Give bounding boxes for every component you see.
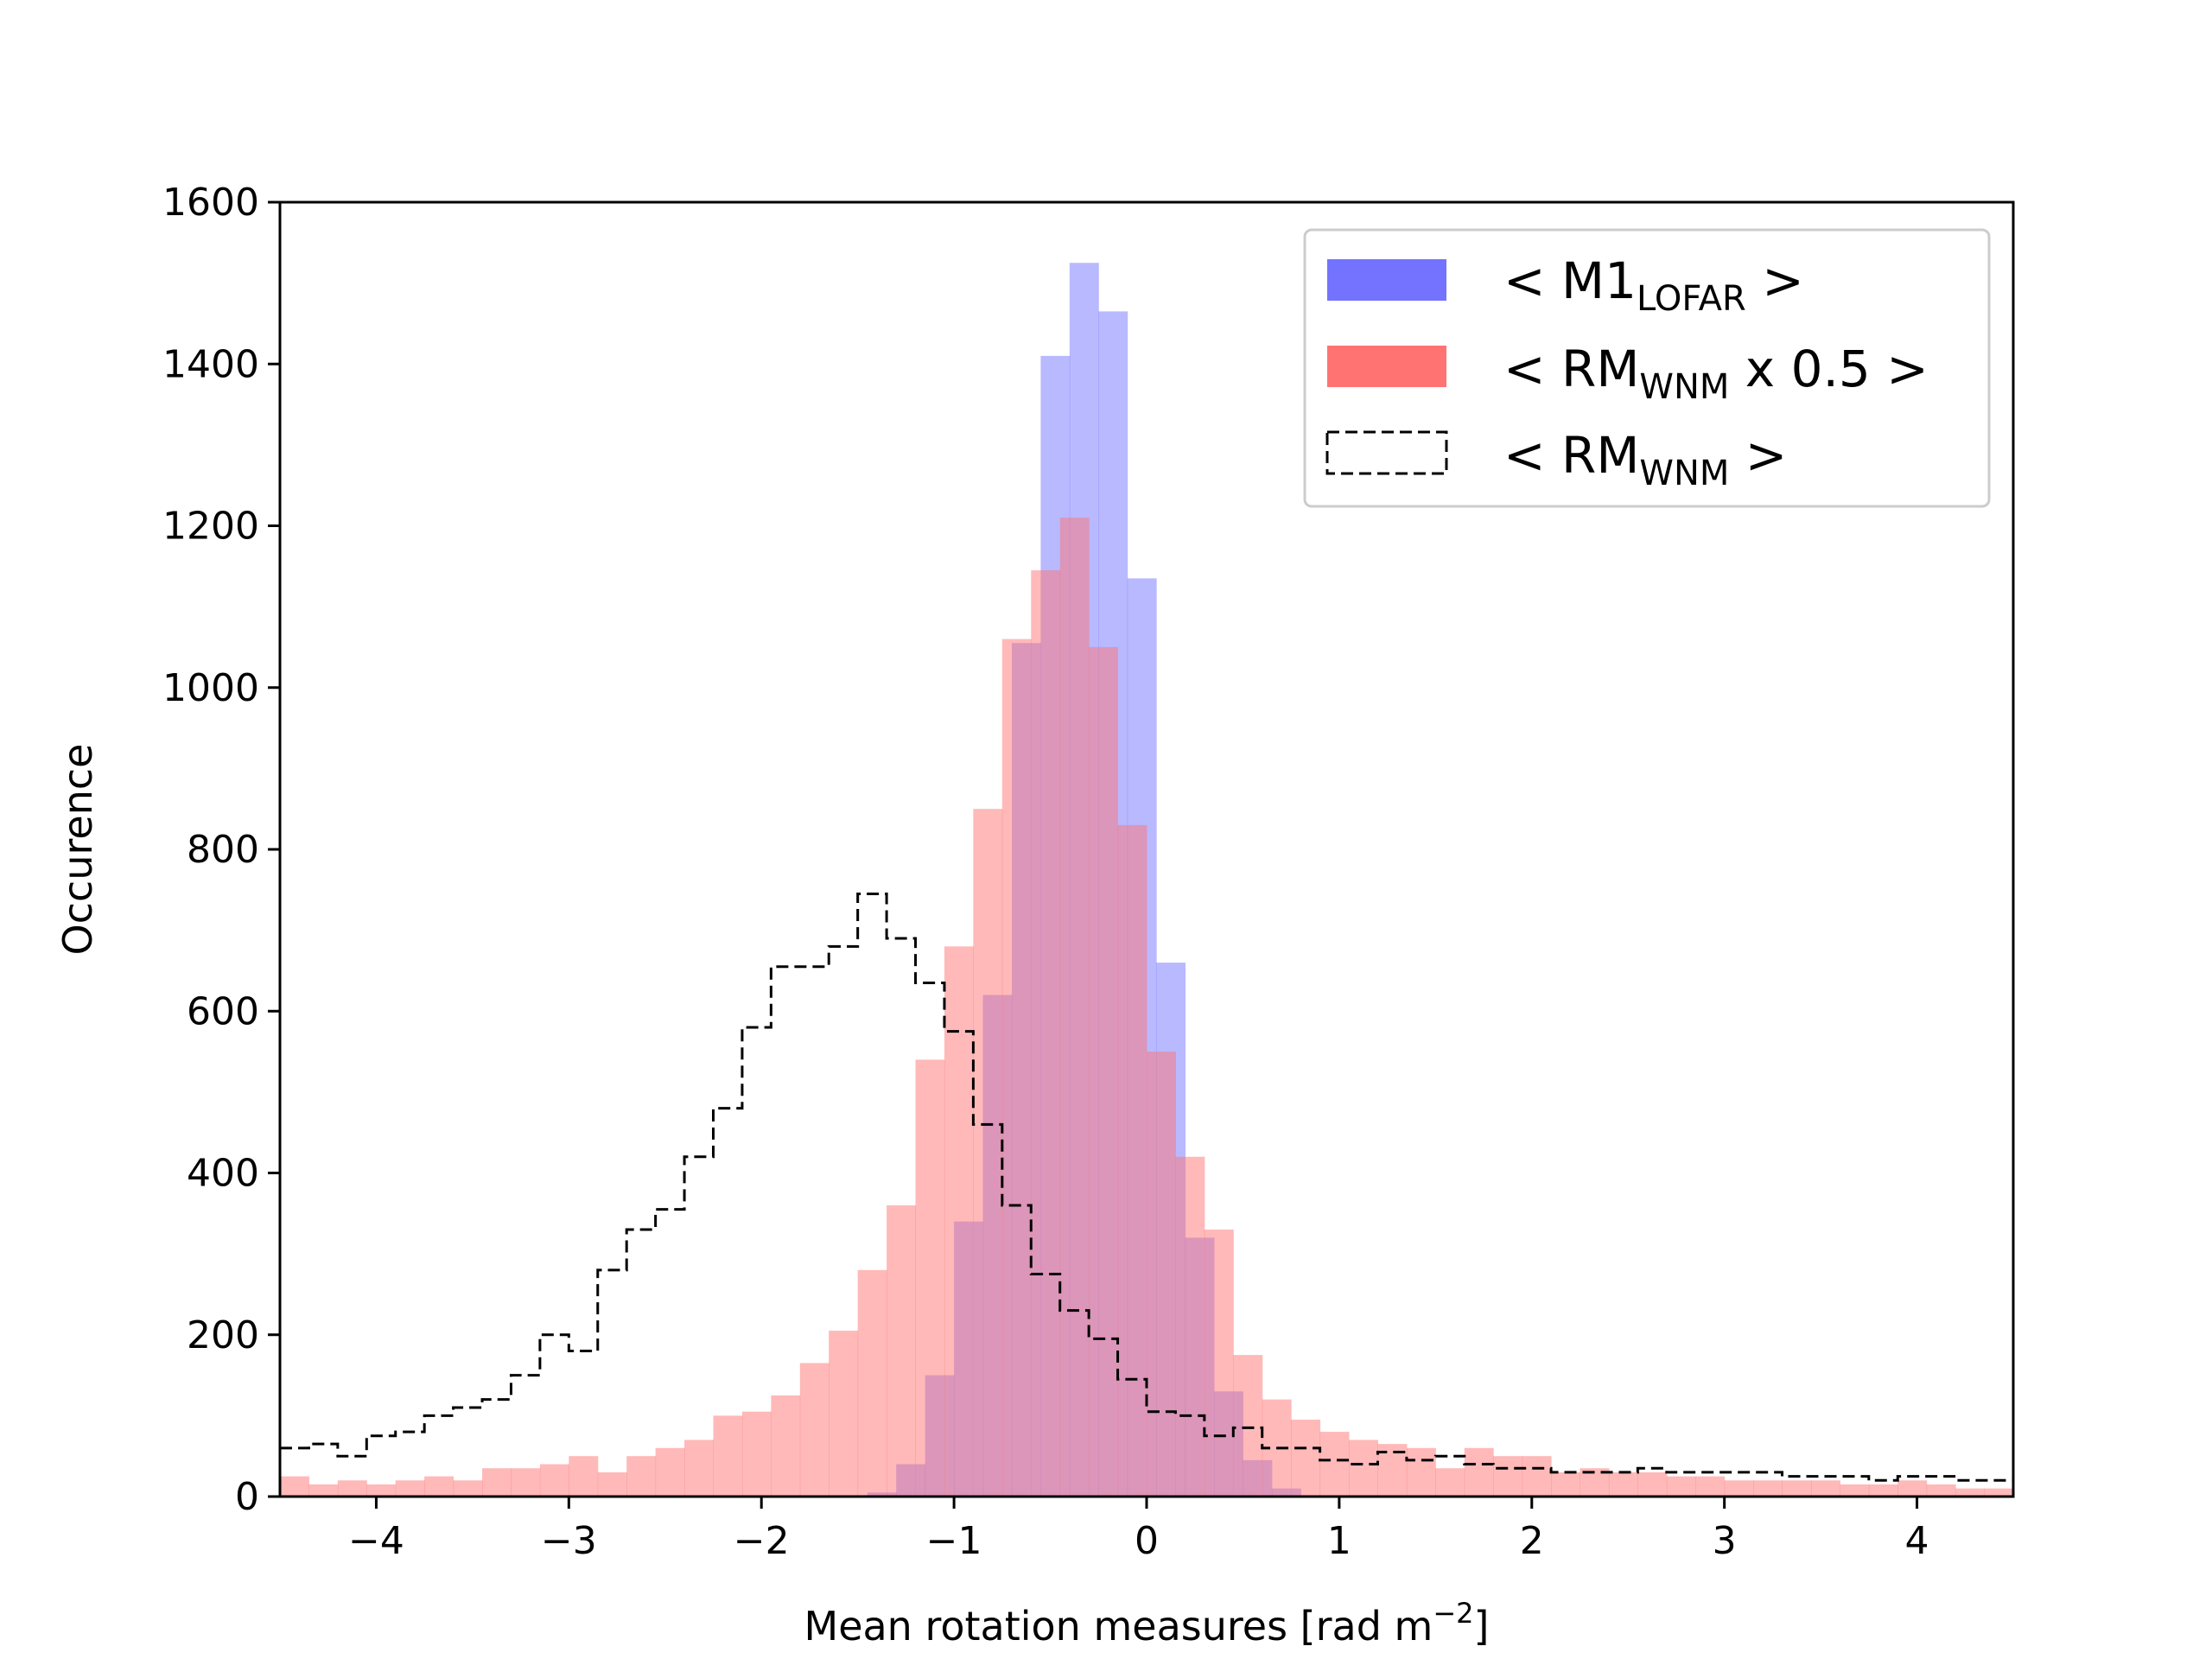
histogram-bar xyxy=(1984,1488,2014,1497)
x-tick-label: −3 xyxy=(541,1519,597,1563)
histogram-bar xyxy=(626,1456,657,1497)
legend-swatch-m1-lofar xyxy=(1327,259,1446,301)
x-tick-label: 3 xyxy=(1713,1519,1737,1563)
y-tick-label: 200 xyxy=(187,1313,259,1357)
x-tick-label: 4 xyxy=(1905,1519,1929,1563)
histogram-bar xyxy=(539,1464,569,1497)
histogram-bar xyxy=(1175,1156,1205,1497)
histogram-bar xyxy=(1233,1355,1263,1497)
histogram-bar xyxy=(1406,1447,1436,1497)
histogram-bar xyxy=(741,1411,772,1497)
histogram-bar xyxy=(1695,1476,1726,1497)
histogram-bar xyxy=(597,1471,627,1497)
y-tick-label: 0 xyxy=(235,1475,259,1519)
y-tick-label: 800 xyxy=(187,828,259,872)
histogram-bar xyxy=(1608,1471,1638,1497)
histogram-bar xyxy=(337,1480,367,1497)
histogram-bar xyxy=(1204,1230,1234,1497)
histogram-bar xyxy=(482,1468,512,1497)
x-tick-label: 0 xyxy=(1135,1519,1159,1563)
histogram-bar xyxy=(424,1476,454,1497)
histogram-bar xyxy=(1031,569,1061,1497)
plot-area xyxy=(280,263,2014,1497)
x-tick-label: 1 xyxy=(1327,1519,1351,1563)
legend-swatch-rm-wnm xyxy=(1325,430,1448,475)
legend-label-m1-lofar-subscript: LOFAR xyxy=(1637,279,1746,319)
histogram-bar xyxy=(1551,1471,1580,1497)
histogram-bar xyxy=(280,1476,309,1497)
y-tick-label: 600 xyxy=(187,989,259,1033)
legend: < M1LOFAR > < RMWNM x 0.5 > < RMWNM > xyxy=(1303,228,1991,508)
y-axis: 0 200 400 600 800 1000 1200 1400 1600 xyxy=(162,181,280,1519)
histogram-bar xyxy=(684,1440,714,1497)
histogram-bar xyxy=(1001,639,1032,1497)
histogram-bar xyxy=(569,1456,599,1497)
histogram-bar xyxy=(366,1484,397,1497)
legend-label-m1-lofar: < M1LOFAR > xyxy=(1503,251,1804,319)
y-tick-label: 1600 xyxy=(162,181,259,225)
legend-label-rm-wnm-subscript: WNM xyxy=(1639,454,1729,493)
y-tick-label: 1400 xyxy=(162,342,259,386)
legend-label-rm-wnm: < RMWNM > xyxy=(1503,426,1787,493)
histogram-bar xyxy=(1147,1052,1176,1497)
histogram-bar xyxy=(395,1480,425,1497)
histogram-bar xyxy=(1840,1484,1870,1497)
x-tick-label: −4 xyxy=(348,1519,404,1563)
histogram-bar xyxy=(308,1484,339,1497)
x-tick-label: 2 xyxy=(1520,1519,1544,1563)
histogram-bar xyxy=(1059,518,1090,1497)
x-axis-title: Mean rotation measures [rad m−2] xyxy=(804,1597,1490,1649)
series-2-step-line xyxy=(280,892,2013,1482)
histogram-bar xyxy=(511,1468,541,1497)
legend-label-rm-wnm-half-subscript: WNM xyxy=(1639,367,1729,407)
histogram-bar xyxy=(1522,1456,1552,1497)
histogram-bar xyxy=(857,1269,887,1497)
histogram-bar xyxy=(1868,1484,1898,1497)
histogram-bar xyxy=(799,1363,830,1497)
x-tick-label: −1 xyxy=(926,1519,982,1563)
histogram-bar xyxy=(1666,1476,1696,1497)
histogram-bar xyxy=(1319,1432,1350,1497)
histogram-bar xyxy=(1117,824,1147,1497)
histogram-bar xyxy=(1493,1456,1523,1497)
legend-label-rm-wnm-half: < RMWNM x 0.5 > xyxy=(1503,340,1929,407)
histogram-bar xyxy=(1435,1468,1465,1497)
histogram-bar xyxy=(1926,1484,1956,1497)
histogram-bar xyxy=(771,1395,801,1497)
histogram-bar xyxy=(1291,1420,1321,1497)
histogram-bar xyxy=(1637,1471,1668,1497)
histogram-bar xyxy=(1724,1480,1754,1497)
histogram-bar xyxy=(453,1480,483,1497)
histogram-bar xyxy=(1089,646,1119,1497)
histogram-bar xyxy=(1810,1480,1840,1497)
histogram-bar xyxy=(829,1331,859,1497)
histogram-bar xyxy=(1897,1480,1928,1497)
legend-box xyxy=(1303,228,1991,508)
y-tick-label: 1000 xyxy=(162,666,259,710)
histogram-bar xyxy=(1464,1447,1494,1497)
histogram-bar xyxy=(1753,1480,1783,1497)
histogram-bar xyxy=(713,1415,743,1497)
x-axis-title-exponent: −2 xyxy=(1433,1597,1473,1630)
histogram-bar xyxy=(944,946,974,1497)
histogram-bar xyxy=(1955,1488,1986,1497)
x-axis-title-close: ] xyxy=(1474,1603,1490,1649)
histogram-bar xyxy=(655,1447,685,1497)
y-tick-label: 400 xyxy=(187,1152,259,1196)
y-axis-title: Occurence xyxy=(54,744,101,956)
histogram-bar xyxy=(973,809,1003,1497)
y-tick-label: 1200 xyxy=(162,505,259,549)
histogram-bar xyxy=(915,1059,945,1497)
x-axis: −4 −3 −2 −1 0 1 2 3 4 xyxy=(348,1497,1929,1563)
histogram-bar xyxy=(1349,1440,1378,1497)
x-tick-label: −2 xyxy=(734,1519,790,1563)
histogram-bar xyxy=(1782,1480,1812,1497)
series-1-bars xyxy=(280,518,2014,1497)
legend-swatch-rm-wnm-half xyxy=(1327,346,1446,387)
histogram-bar xyxy=(887,1205,917,1497)
